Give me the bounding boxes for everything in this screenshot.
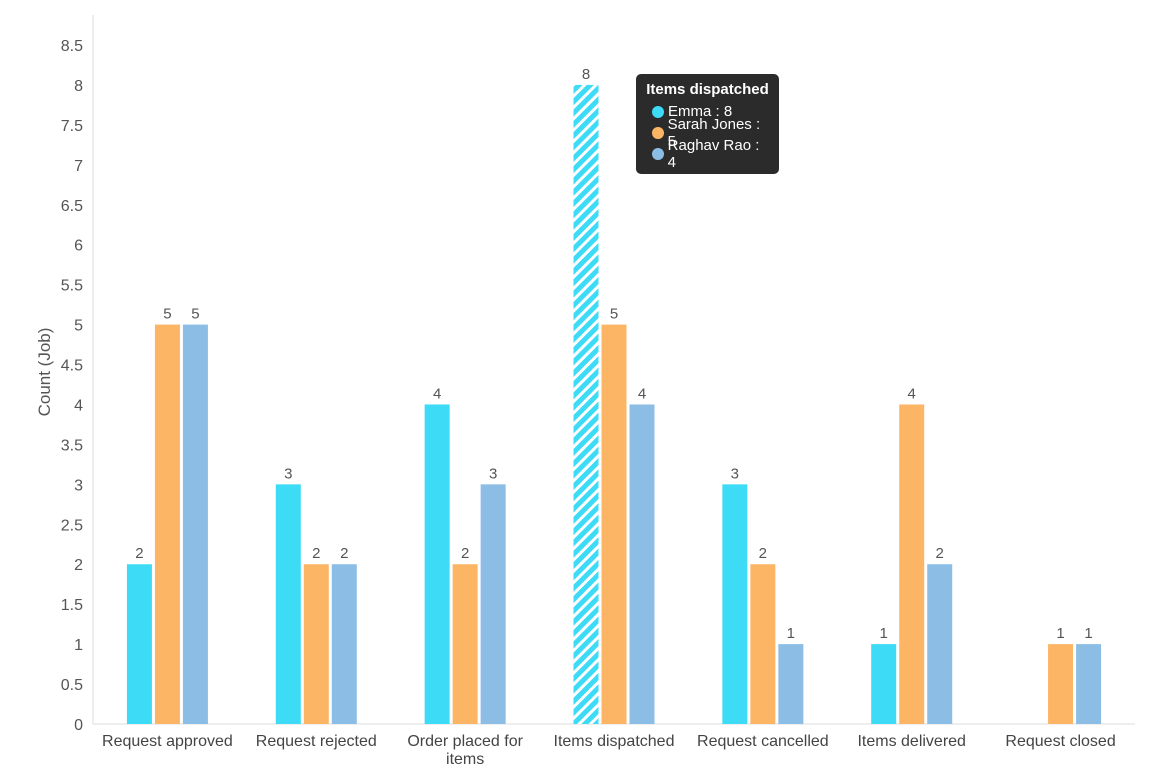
x-tick-label: Request rejected	[256, 733, 377, 750]
data-label: 2	[135, 545, 143, 562]
data-label: 2	[340, 545, 348, 562]
y-tick-label: 6	[74, 238, 83, 255]
data-label: 1	[787, 625, 795, 642]
y-tick-label: 2.5	[61, 517, 83, 534]
y-tick-label: 4.5	[61, 358, 83, 375]
data-label: 3	[284, 465, 292, 482]
y-tick-label: 7.5	[61, 118, 83, 135]
bar-raghav-rao[interactable]	[927, 564, 953, 724]
data-label: 8	[582, 66, 590, 83]
tooltip-row: Sarah Jones : 5	[646, 116, 769, 150]
y-tick-label: 8.5	[61, 38, 83, 55]
y-tick-label: 8	[74, 78, 83, 95]
y-tick-label: 7	[74, 158, 83, 175]
data-label: 3	[489, 465, 497, 482]
y-tick-label: 3.5	[61, 437, 83, 454]
data-label: 2	[312, 545, 320, 562]
data-label: 5	[191, 306, 199, 323]
bar-raghav-rao[interactable]	[629, 404, 655, 724]
bar-emma[interactable]	[871, 644, 897, 724]
tooltip-row-text: Emma : 8	[668, 103, 733, 120]
data-label: 1	[1056, 625, 1064, 642]
y-tick-label: 5	[74, 318, 83, 335]
data-label: 3	[731, 465, 739, 482]
bar-emma[interactable]	[573, 84, 599, 725]
data-label: 4	[908, 385, 916, 402]
bar-sarah-jones[interactable]	[1048, 644, 1074, 724]
x-tick-label: Request closed	[1005, 733, 1115, 750]
x-tick-label: Items delivered	[857, 733, 966, 750]
y-tick-label: 6.5	[61, 198, 83, 215]
y-tick-label: 1.5	[61, 597, 83, 614]
tooltip-row: Emma : 8	[646, 101, 769, 122]
y-tick-label: 0	[74, 717, 83, 734]
data-label: 4	[433, 385, 441, 402]
bar-raghav-rao[interactable]	[1076, 644, 1102, 724]
x-tick-label: Items dispatched	[554, 733, 675, 750]
bar-raghav-rao[interactable]	[331, 564, 357, 724]
bar-raghav-rao[interactable]	[480, 484, 506, 724]
data-label: 2	[759, 545, 767, 562]
tooltip-row-text: Sarah Jones : 5	[667, 115, 761, 150]
data-label: 5	[610, 306, 618, 323]
y-tick-label: 4	[74, 397, 83, 414]
bar-sarah-jones[interactable]	[750, 564, 776, 724]
bar-emma[interactable]	[126, 564, 152, 724]
y-tick-label: 5.5	[61, 278, 83, 295]
bar-emma[interactable]	[275, 484, 301, 724]
y-tick-label: 2	[74, 557, 83, 574]
data-label: 5	[163, 306, 171, 323]
data-label: 1	[880, 625, 888, 642]
x-tick-label: items	[446, 751, 484, 768]
bar-raghav-rao[interactable]	[778, 644, 804, 724]
bar-sarah-jones[interactable]	[303, 564, 329, 724]
data-label: 1	[1084, 625, 1092, 642]
bar-sarah-jones[interactable]	[452, 564, 478, 724]
data-label: 4	[638, 385, 646, 402]
x-tick-label: Request approved	[102, 733, 233, 750]
y-axis-title: Count (Job)	[35, 328, 54, 417]
x-tick-label: Order placed for	[407, 733, 523, 750]
y-tick-label: 3	[74, 477, 83, 494]
bar-sarah-jones[interactable]	[154, 324, 180, 724]
series-dot-icon	[652, 147, 664, 160]
bar-raghav-rao[interactable]	[182, 324, 208, 724]
tooltip-title: Items dispatched	[646, 81, 769, 98]
tooltip-row: Raghav Rao : 4	[646, 137, 769, 171]
data-label: 2	[936, 545, 944, 562]
bar-emma[interactable]	[722, 484, 748, 724]
x-tick-label: Request cancelled	[697, 733, 829, 750]
y-tick-label: 0.5	[61, 677, 83, 694]
bar-sarah-jones[interactable]	[899, 404, 925, 724]
data-label: 2	[461, 545, 469, 562]
tooltip-row-text: Raghav Rao : 4	[667, 136, 760, 171]
series-dot-icon	[652, 105, 664, 118]
series-dot-icon	[652, 126, 664, 139]
y-tick-label: 1	[74, 637, 83, 654]
bar-emma[interactable]	[424, 404, 450, 724]
tooltip: Items dispatched Emma : 8 Sarah Jones : …	[636, 74, 779, 174]
bar-sarah-jones[interactable]	[601, 324, 627, 724]
